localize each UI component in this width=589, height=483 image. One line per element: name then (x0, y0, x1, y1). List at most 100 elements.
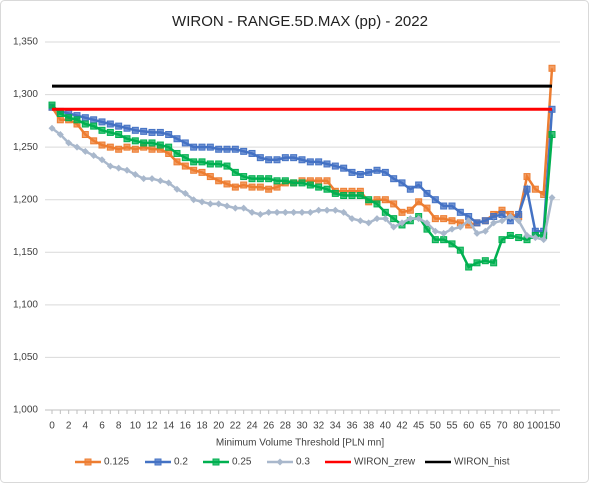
data-point (181, 154, 189, 162)
data-point (98, 126, 106, 134)
data-point (48, 101, 56, 109)
data-point (140, 139, 148, 147)
data-point (231, 145, 239, 153)
data-point (406, 185, 414, 193)
data-point (115, 145, 123, 153)
data-point (506, 213, 514, 221)
data-point (165, 179, 173, 187)
data-point (515, 210, 523, 218)
data-point (223, 162, 231, 170)
data-point (431, 196, 439, 204)
data-point (548, 64, 556, 72)
y-tick-label: 1,000 (13, 405, 38, 416)
data-point (415, 181, 423, 189)
data-point (231, 183, 239, 191)
x-tick-label: 18 (196, 421, 208, 432)
data-point (115, 164, 123, 172)
data-point (65, 114, 73, 122)
data-point (223, 145, 231, 153)
data-point (365, 168, 373, 176)
data-point (465, 217, 473, 225)
x-tick-label: 40 (380, 421, 392, 432)
x-tick-label: 2 (66, 421, 72, 432)
data-point (190, 166, 198, 174)
data-point (340, 164, 348, 172)
x-tick-label: 22 (230, 421, 242, 432)
data-point (98, 118, 106, 126)
data-point (240, 204, 248, 212)
x-tick-label: 36 (346, 421, 358, 432)
data-point (381, 215, 389, 223)
data-point (365, 219, 373, 227)
data-point (373, 215, 381, 223)
y-tick-label: 1,150 (13, 247, 38, 258)
data-point (181, 139, 189, 147)
data-point (431, 227, 439, 235)
x-tick-label: 30 (296, 421, 308, 432)
legend-label: 0.2 (174, 457, 188, 468)
data-point (181, 162, 189, 170)
data-point (356, 217, 364, 225)
data-point (473, 259, 481, 267)
data-point (315, 206, 323, 214)
data-point (323, 160, 331, 168)
data-point (181, 189, 189, 197)
data-point (248, 149, 256, 157)
data-point (90, 122, 98, 130)
data-point (106, 128, 114, 136)
data-point (56, 131, 64, 139)
data-point (148, 175, 156, 183)
data-point (131, 145, 139, 153)
data-point (423, 225, 431, 233)
x-tick-label: 70 (496, 421, 508, 432)
data-point (215, 160, 223, 168)
data-point (348, 215, 356, 223)
data-point (173, 158, 181, 166)
data-point (98, 141, 106, 149)
data-point (123, 166, 131, 174)
x-tick-label: 16 (180, 421, 192, 432)
data-point (306, 208, 314, 216)
data-point (148, 139, 156, 147)
data-point (373, 200, 381, 208)
data-point (390, 175, 398, 183)
data-point (431, 215, 439, 223)
data-point (131, 170, 139, 178)
x-tick-label: 55 (446, 421, 458, 432)
legend-label: 0.3 (296, 457, 310, 468)
data-point (56, 116, 64, 124)
data-point (390, 200, 398, 208)
data-point (131, 137, 139, 145)
data-point (481, 227, 489, 235)
y-tick-label: 1,300 (13, 89, 38, 100)
data-point (206, 173, 214, 181)
data-point (540, 236, 548, 244)
data-point (256, 210, 264, 218)
data-point (156, 141, 164, 149)
data-point (340, 208, 348, 216)
data-point (306, 181, 314, 189)
data-point (356, 192, 364, 200)
data-point (165, 131, 173, 139)
data-point (198, 158, 206, 166)
data-point (298, 179, 306, 187)
x-tick-label: 12 (146, 421, 158, 432)
x-tick-label: 6 (99, 421, 105, 432)
data-point (90, 116, 98, 124)
data-point (131, 126, 139, 134)
data-point (73, 143, 81, 151)
legend-label: 0.125 (104, 457, 129, 468)
x-tick-label: 65 (480, 421, 492, 432)
data-point (256, 183, 264, 191)
data-point (248, 175, 256, 183)
data-point (298, 208, 306, 216)
data-point (106, 143, 114, 151)
x-tick-label: 60 (463, 421, 475, 432)
legend-label: WIRON_zrew (354, 457, 416, 468)
data-point (198, 168, 206, 176)
data-point (206, 143, 214, 151)
data-point (348, 192, 356, 200)
data-point (198, 143, 206, 151)
data-point (323, 185, 331, 193)
data-point (265, 208, 273, 216)
